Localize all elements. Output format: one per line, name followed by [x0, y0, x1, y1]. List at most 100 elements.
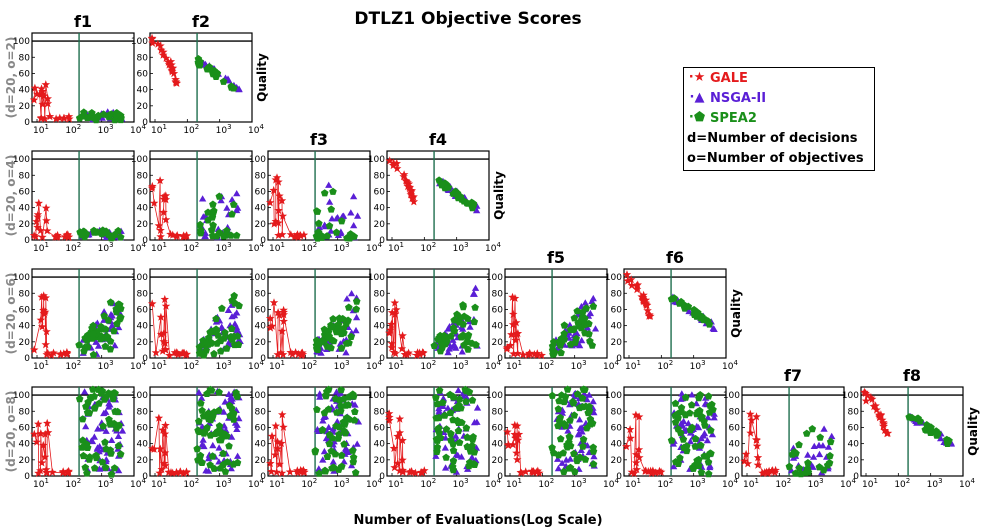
panel-frame	[31, 150, 135, 241]
gale-point	[753, 460, 763, 469]
spea2-point	[225, 442, 233, 450]
x-tick-label: 101	[388, 241, 404, 254]
gale-point	[36, 429, 46, 438]
panel-frame	[623, 268, 727, 359]
spea2-point	[337, 462, 346, 470]
spea2-point	[802, 429, 811, 437]
gale-point	[266, 323, 275, 332]
spea2-point	[676, 454, 684, 462]
y-tick-label: 20	[492, 456, 504, 466]
nsga2-point	[677, 395, 685, 402]
spea2-point	[680, 443, 688, 451]
gale-point	[33, 222, 42, 232]
y-tick-label: 100	[249, 391, 266, 401]
nsga2-point	[468, 453, 476, 460]
x-tick-label: 103	[927, 477, 943, 490]
spea2-point	[106, 420, 114, 428]
y-tick-label: 40	[137, 204, 149, 214]
nsga2-point	[327, 227, 335, 234]
gale-point	[272, 173, 282, 182]
nsga2-point	[322, 434, 331, 442]
gale-point	[294, 349, 303, 358]
spea2-point	[435, 386, 444, 394]
spea2-point	[561, 392, 570, 400]
spea2-point	[566, 416, 574, 424]
spea2-point	[449, 446, 458, 454]
spea2-point	[697, 468, 706, 476]
spea2-point	[338, 314, 347, 323]
spea2-point	[459, 320, 467, 328]
gale-point	[402, 350, 412, 359]
gale-point	[293, 466, 302, 475]
spea2-point	[323, 342, 331, 350]
spea2-point	[671, 399, 680, 407]
spea2-point	[826, 451, 834, 460]
gale-point	[37, 458, 47, 467]
row-label: (d=20, o=2)	[4, 37, 18, 119]
spea2-point	[212, 314, 220, 323]
spea2-point	[197, 458, 205, 466]
gale-point	[41, 80, 51, 89]
gale-point	[45, 112, 55, 121]
y-tick-label: 80	[729, 407, 741, 417]
spea2-point	[670, 294, 679, 302]
nsga2-point	[198, 394, 206, 401]
legend-note-decisions: d=Number of decisions	[687, 130, 858, 146]
x-tick-label: 104	[485, 241, 501, 254]
gale-point	[156, 41, 165, 50]
gale-point	[392, 305, 401, 314]
spea2-point	[684, 302, 693, 310]
y-tick-label: 100	[13, 37, 30, 47]
y-tick-label: 0	[734, 472, 740, 482]
y-tick-label: 60	[255, 305, 267, 315]
spea2-point	[116, 233, 125, 241]
gale-point	[38, 232, 47, 241]
spea2-point	[210, 349, 218, 358]
pentagon-marker-icon: ·⬟	[688, 110, 706, 125]
gale-point	[623, 276, 632, 285]
gale-point	[513, 435, 523, 444]
gale-point	[743, 459, 753, 468]
gale-point	[655, 466, 664, 475]
y-tick-label: 20	[137, 338, 149, 348]
nsga2-point	[352, 326, 360, 334]
y-tick-label: 20	[374, 338, 386, 348]
y-tick-label: 0	[24, 472, 30, 482]
x-tick-label: 102	[65, 359, 81, 372]
y-tick-label: 20	[492, 338, 504, 348]
y-tick-label: 80	[19, 171, 31, 181]
gale-point	[752, 435, 761, 444]
spea2-point	[667, 436, 676, 444]
y-tick-label: 100	[131, 391, 148, 401]
spea2-point	[209, 200, 217, 208]
y-tick-label: 40	[137, 86, 149, 96]
y-tick-label: 60	[492, 305, 504, 315]
gale-point	[274, 230, 283, 240]
gale-point	[160, 429, 170, 438]
spea2-point	[560, 419, 568, 428]
gale-point	[876, 410, 886, 419]
y-tick-label: 100	[723, 391, 740, 401]
legend-label-gale: GALE	[710, 70, 748, 86]
gale-point	[182, 468, 191, 477]
spea2-point	[207, 226, 216, 234]
spea2-point	[104, 316, 113, 324]
spea2-point	[351, 468, 360, 476]
gale-point	[266, 459, 275, 468]
spea2-point	[321, 391, 330, 399]
y-tick-label: 80	[19, 53, 31, 63]
spea2-point	[206, 431, 215, 439]
spea2-point	[111, 230, 119, 238]
nsga2-point	[473, 206, 481, 214]
spea2-point	[350, 416, 359, 424]
x-tick-label: 101	[33, 241, 49, 254]
y-tick-label: 60	[19, 305, 31, 315]
nsga2-point	[233, 309, 241, 316]
spea2-point	[106, 337, 115, 345]
y-tick-label: 60	[729, 423, 741, 433]
y-tick-label: 100	[486, 273, 503, 283]
y-tick-label: 80	[137, 289, 149, 299]
gale-point	[407, 193, 417, 202]
spea2-point	[198, 349, 206, 357]
gale-point	[33, 212, 42, 221]
